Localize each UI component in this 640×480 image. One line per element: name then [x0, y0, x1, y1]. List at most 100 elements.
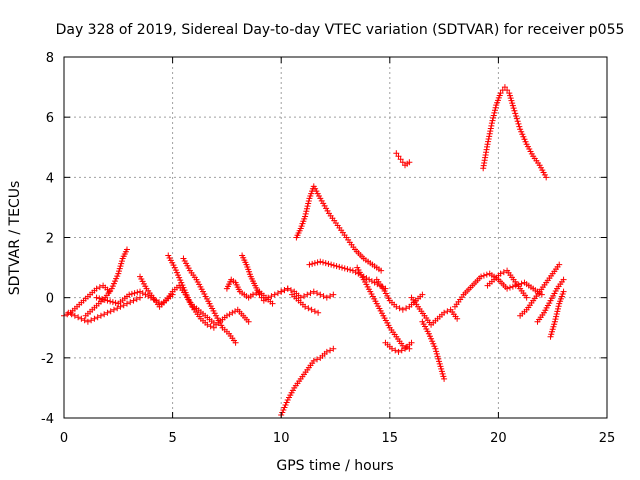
- data-point: [344, 266, 351, 273]
- data-point: [511, 107, 518, 114]
- data-point: [438, 365, 445, 372]
- x-tick-label: 10: [273, 431, 290, 446]
- data-point: [506, 90, 513, 97]
- data-point: [425, 330, 432, 337]
- data-point: [256, 291, 263, 298]
- data-point: [516, 123, 523, 130]
- data-point: [93, 294, 100, 301]
- data-point: [440, 373, 447, 380]
- data-point: [512, 282, 519, 289]
- data-point: [120, 302, 127, 309]
- data-point: [171, 264, 178, 271]
- data-point: [339, 264, 346, 271]
- data-point: [548, 328, 555, 335]
- data-point: [485, 138, 492, 145]
- data-point: [280, 406, 287, 413]
- data-point: [320, 293, 327, 300]
- data-point: [522, 138, 529, 145]
- data-point: [229, 309, 236, 316]
- data-point: [478, 273, 485, 280]
- data-point: [311, 260, 318, 267]
- data-point: [320, 259, 327, 266]
- data-point: [305, 197, 312, 204]
- data-point: [486, 133, 493, 140]
- data-point: [508, 97, 515, 104]
- data-point: [311, 308, 318, 315]
- data-point: [431, 343, 438, 350]
- data-point: [115, 270, 122, 277]
- data-point: [317, 258, 324, 265]
- data-point: [307, 290, 314, 297]
- data-point: [506, 92, 513, 99]
- data-point: [430, 340, 437, 347]
- data-point: [204, 321, 211, 328]
- data-point: [509, 102, 516, 109]
- data-point: [327, 293, 334, 300]
- chart-title: Day 328 of 2019, Sidereal Day-to-day VTE…: [56, 22, 625, 38]
- data-point: [269, 300, 276, 307]
- data-point: [487, 125, 494, 132]
- data-point: [560, 276, 567, 283]
- data-point: [513, 113, 520, 120]
- data-point: [287, 287, 294, 294]
- data-point: [488, 122, 495, 129]
- data-point: [507, 95, 514, 102]
- data-point: [543, 174, 550, 181]
- data-point: [547, 333, 554, 340]
- data-point: [330, 262, 337, 269]
- data-point: [303, 205, 310, 212]
- data-point: [116, 265, 123, 272]
- data-point: [302, 303, 309, 310]
- data-point: [139, 290, 146, 297]
- data-point: [330, 345, 337, 352]
- data-point: [388, 345, 395, 352]
- data-point: [514, 118, 521, 125]
- data-point: [271, 291, 278, 298]
- data-point: [232, 339, 239, 346]
- data-point: [433, 350, 440, 357]
- data-point: [437, 363, 444, 370]
- data-point: [368, 278, 375, 285]
- data-point: [101, 296, 108, 303]
- data-point: [485, 135, 492, 142]
- data-point: [513, 115, 520, 122]
- data-point: [492, 104, 499, 111]
- data-point: [96, 284, 103, 291]
- data-point: [133, 296, 140, 303]
- data-point: [551, 321, 558, 328]
- data-point: [435, 355, 442, 362]
- data-point: [553, 313, 560, 320]
- data-point: [112, 278, 119, 285]
- data-point: [436, 360, 443, 367]
- data-point: [177, 277, 184, 284]
- data-point: [281, 404, 288, 411]
- data-point: [249, 291, 256, 298]
- data-point: [322, 260, 329, 267]
- data-point: [108, 285, 115, 292]
- data-point: [426, 333, 433, 340]
- data-point: [501, 84, 508, 91]
- data-point: [509, 283, 516, 290]
- data-point: [142, 291, 149, 298]
- data-point: [497, 270, 504, 277]
- data-point: [126, 291, 133, 298]
- data-point: [137, 294, 144, 301]
- data-point: [555, 303, 562, 310]
- data-point: [65, 309, 72, 316]
- data-point: [399, 306, 406, 313]
- data-point: [107, 298, 114, 305]
- data-point: [406, 159, 413, 166]
- data-point: [509, 100, 516, 107]
- data-point: [297, 294, 304, 301]
- data-point: [117, 263, 124, 270]
- data-point: [519, 131, 526, 138]
- y-tick-label: 0: [46, 292, 54, 307]
- data-point: [112, 299, 119, 306]
- data-point: [429, 338, 436, 345]
- data-point: [518, 128, 525, 135]
- data-point: [392, 347, 399, 354]
- data-point: [396, 305, 403, 312]
- data-point: [454, 315, 461, 322]
